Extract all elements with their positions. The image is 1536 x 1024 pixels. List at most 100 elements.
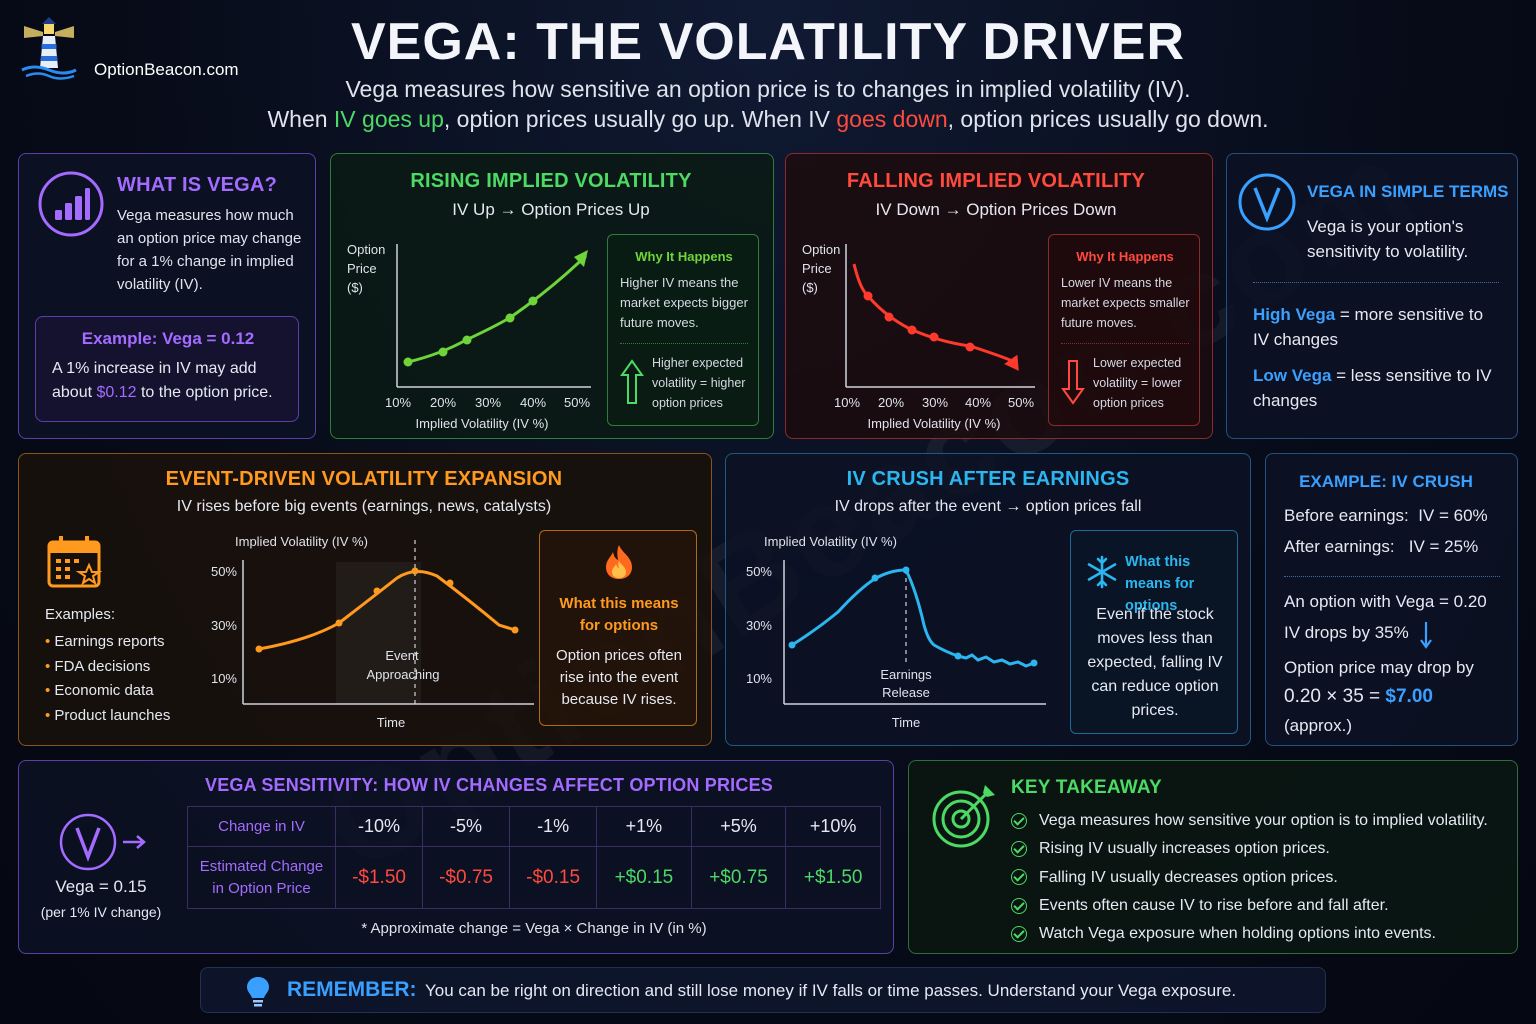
falling-point: [965, 342, 975, 352]
crush-example-after: After earnings: IV = 25%: [1284, 537, 1479, 556]
rising-why-title: Why It Happens: [635, 249, 733, 264]
table-cell: +$0.15: [596, 846, 692, 909]
sensitivity-vega-value: Vega = 0.15: [55, 877, 147, 896]
vega-v-icon: [59, 813, 146, 871]
vega-example-title: Example: Vega = 0.12: [81, 329, 255, 348]
crush-marker-label: Release: [882, 685, 930, 700]
arrow-up-icon: [620, 359, 644, 404]
what-is-vega-body: Vega measures how much an option price m…: [117, 207, 302, 293]
table-cell: -$0.15: [509, 846, 598, 909]
lightbulb-icon: [247, 977, 269, 1007]
sensitivity-title: VEGA SENSITIVITY: HOW IV CHANGES AFFECT …: [205, 775, 773, 795]
falling-x-label: Implied Volatility (IV %): [868, 416, 1001, 431]
takeaway-panel: KEY TAKEAWAY Vega measures how sensitive…: [908, 760, 1518, 954]
crush-example-line2: IV drops by 35%: [1284, 623, 1409, 642]
falling-why-note: Lower expected volatility = lower option…: [1093, 356, 1182, 410]
iv-crush-subtitle: IV drops after the event → option prices…: [834, 498, 1142, 515]
table-cell: +$0.75: [690, 846, 787, 909]
crush-example-approx: (approx.): [1284, 716, 1353, 735]
rising-tick: 20%: [430, 395, 456, 410]
falling-tick: 20%: [878, 395, 904, 410]
check-icon: [1011, 841, 1027, 858]
list-item: • Product launches: [45, 706, 171, 724]
remember-bar: REMEMBER: You can be right on direction …: [200, 967, 1326, 1013]
table-header: Change in IV: [187, 806, 336, 847]
event-y-tick: 50%: [211, 564, 237, 579]
list-item: • FDA decisions: [45, 657, 151, 675]
event-means-box: What this means for options Option price…: [539, 530, 697, 726]
table-cell: -5%: [422, 806, 511, 847]
sensitivity-panel: VEGA SENSITIVITY: HOW IV CHANGES AFFECT …: [18, 760, 894, 954]
falling-iv-chart: 10% 20% 30% 40% 50% Implied Volatility (…: [834, 244, 1035, 431]
rising-iv-subtitle: IV Up → Option Prices Up: [452, 200, 650, 219]
sensitivity-footnote: * Approximate change = Vega × Change in …: [361, 920, 707, 937]
crush-example-title: EXAMPLE: IV CRUSH: [1299, 472, 1473, 491]
falling-point: [863, 291, 873, 301]
rising-why-note: Higher expected volatility = higher opti…: [652, 356, 746, 410]
table-cell: -10%: [334, 806, 424, 847]
table-cell: -$1.50: [334, 846, 424, 909]
rising-point: [438, 347, 448, 357]
falling-point: [929, 332, 939, 342]
check-icon: [1011, 925, 1027, 942]
arrow-down-icon: [1061, 360, 1085, 405]
event-examples-label: Examples:: [45, 606, 116, 623]
vega-v-icon: [1238, 173, 1296, 231]
target-icon: [932, 785, 995, 848]
table-cell: +$1.50: [785, 846, 881, 909]
snowflake-icon: [1087, 555, 1117, 589]
falling-y-label: Option Price ($): [802, 242, 841, 295]
table-cell: +10%: [785, 806, 881, 847]
crush-means-box: What this means for options Even if the …: [1070, 530, 1238, 734]
event-point: [511, 626, 519, 634]
event-means-body: Option prices often rise into the event …: [556, 647, 682, 708]
calendar-icon: [47, 536, 103, 588]
rising-tick: 10%: [385, 395, 411, 410]
subtitle-line-2: When IV goes up, option prices usually g…: [267, 106, 1269, 132]
list-item: Falling IV usually decreases option pric…: [1011, 864, 1488, 892]
falling-why-body: Lower IV means the market expects smalle…: [1061, 276, 1190, 330]
crush-y-tick: 50%: [746, 564, 772, 579]
rising-x-label: Implied Volatility (IV %): [416, 416, 549, 431]
falling-point: [884, 312, 894, 322]
event-iv-chart: Implied Volatility (IV %) 50% 30% 10% Ev…: [211, 534, 534, 730]
simple-terms-panel: VEGA IN SIMPLE TERMS Vega is your option…: [1226, 153, 1518, 439]
iv-crush-title: IV CRUSH AFTER EARNINGS: [846, 468, 1130, 490]
rising-point: [505, 313, 515, 323]
table-row: Estimated Change in Option Price -$1.50 …: [187, 846, 881, 909]
rising-iv-title: RISING IMPLIED VOLATILITY: [410, 170, 692, 192]
iv-crush-panel: IV CRUSH AFTER EARNINGS IV drops after t…: [725, 453, 1251, 746]
crush-point: [954, 652, 962, 660]
sensitivity-vega-note: (per 1% IV change): [40, 904, 162, 920]
rising-point: [403, 357, 413, 367]
crush-example-line1: An option with Vega = 0.20: [1284, 592, 1487, 611]
crush-means-title: What this means for options: [1125, 554, 1195, 614]
rising-why-body: Higher IV means the market expects bigge…: [620, 275, 748, 330]
what-is-vega-panel: WHAT IS VEGA? Vega measures how much an …: [18, 153, 316, 439]
lighthouse-icon: [21, 17, 77, 80]
vega-example-box: Example: Vega = 0.12 A 1% increase in IV…: [35, 316, 299, 422]
falling-tick: 50%: [1008, 395, 1034, 410]
event-point: [335, 619, 343, 627]
falling-tick: 10%: [834, 395, 860, 410]
table-cell: +1%: [596, 806, 692, 847]
table-cell: +5%: [690, 806, 787, 847]
event-marker-label: Approaching: [367, 667, 440, 682]
list-item: Rising IV usually increases option price…: [1011, 835, 1488, 863]
falling-iv-subtitle: IV Down → Option Prices Down: [875, 200, 1117, 219]
subtitle-line-1: Vega measures how sensitive an option pr…: [345, 76, 1191, 102]
rising-tick: 30%: [475, 395, 501, 410]
event-means-title: What this means for options: [559, 595, 679, 634]
rising-why-box: Why It Happens Higher IV means the marke…: [607, 234, 759, 426]
falling-why-box: Why It Happens Lower IV means the market…: [1048, 234, 1200, 426]
crush-means-body: Even if the stock moves less than expect…: [1087, 606, 1223, 719]
falling-iv-panel: FALLING IMPLIED VOLATILITY IV Down → Opt…: [785, 153, 1213, 439]
logo[interactable]: OptionBeacon.com: [18, 14, 258, 84]
crush-point: [1030, 659, 1038, 667]
event-y-tick: 10%: [211, 671, 237, 686]
vega-example-text: A 1% increase in IV may add about $0.12 …: [52, 360, 273, 401]
low-vega-text: Low Vega = less sensitive to IV changes: [1253, 366, 1492, 410]
event-title: EVENT-DRIVEN VOLATILITY EXPANSION: [165, 468, 563, 490]
rising-point: [528, 296, 538, 306]
crush-marker-label: Earnings: [880, 667, 932, 682]
